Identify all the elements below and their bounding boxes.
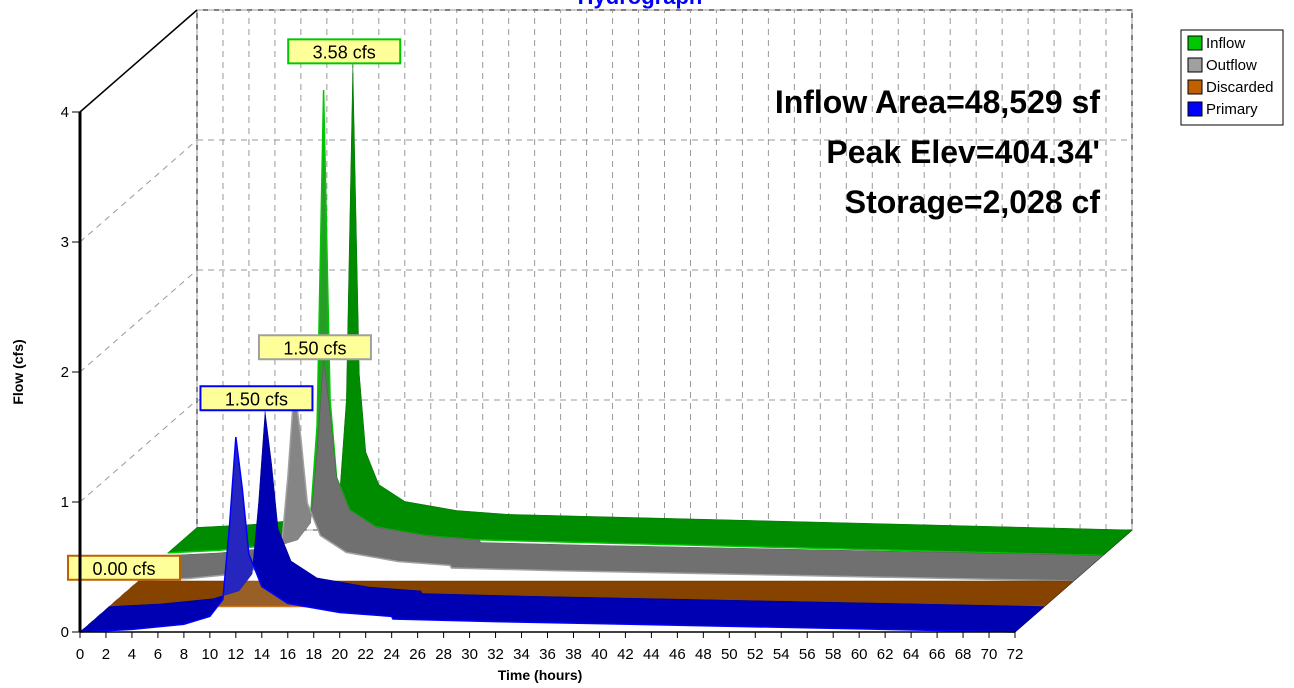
x-tick-label: 36: [539, 646, 556, 663]
x-tick-label: 42: [617, 646, 634, 663]
peak-label: 1.50 cfs: [225, 389, 288, 409]
x-tick-label: 22: [357, 646, 374, 663]
x-tick-label: 18: [305, 646, 322, 663]
y-tick-label: 2: [61, 364, 69, 381]
chart-title: Hydrograph: [578, 0, 703, 9]
x-tick-label: 24: [383, 646, 400, 663]
x-tick-label: 10: [202, 646, 219, 663]
x-tick-label: 46: [669, 646, 686, 663]
legend-label: Discarded: [1206, 79, 1274, 96]
x-tick-label: 68: [955, 646, 972, 663]
legend-swatch: [1187, 101, 1203, 117]
x-tick-label: 20: [331, 646, 348, 663]
x-tick-label: 70: [981, 646, 998, 663]
x-tick-label: 16: [279, 646, 296, 663]
x-tick-label: 26: [409, 646, 426, 663]
peak-label: 0.00 cfs: [92, 559, 155, 579]
x-tick-label: 14: [253, 646, 270, 663]
peak-label-box: [287, 38, 402, 65]
annotation: Storage=2,028 cf: [845, 184, 1101, 220]
x-tick-label: 54: [773, 646, 790, 663]
x-tick-label: 44: [643, 646, 660, 663]
peak-label: 3.58 cfs: [313, 42, 376, 62]
y-tick-label: 0: [61, 624, 69, 641]
peak-label: 1.50 cfs: [283, 338, 346, 358]
x-tick-label: 48: [695, 646, 712, 663]
series-line: [79, 436, 1016, 633]
x-axis-label: Time (hours): [498, 667, 583, 683]
x-tick-label: 40: [591, 646, 608, 663]
grid-line: [79, 139, 198, 243]
y-tick-label: 4: [61, 104, 69, 121]
x-tick-label: 32: [487, 646, 504, 663]
y-axis-label: Flow (cfs): [10, 339, 26, 404]
x-tick-label: 58: [825, 646, 842, 663]
legend-label: Outflow: [1206, 57, 1257, 74]
annotation: Peak Elev=404.34': [826, 134, 1100, 170]
x-tick-label: 66: [929, 646, 946, 663]
x-tick-label: 50: [721, 646, 738, 663]
x-tick-label: 52: [747, 646, 764, 663]
x-tick-label: 38: [565, 646, 582, 663]
x-tick-label: 4: [128, 646, 136, 663]
y-tick-label: 1: [61, 494, 69, 511]
legend-label: Inflow: [1206, 35, 1245, 52]
x-tick-label: 72: [1007, 646, 1024, 663]
grid-line: [79, 269, 198, 373]
x-tick-label: 28: [435, 646, 452, 663]
x-tick-label: 56: [799, 646, 816, 663]
y-tick-label: 3: [61, 234, 69, 251]
peak-label-box: [199, 385, 314, 412]
x-tick-label: 30: [461, 646, 478, 663]
x-tick-label: 34: [513, 646, 530, 663]
x-tick-label: 0: [76, 646, 84, 663]
grid-line: [79, 399, 198, 503]
peak-label-box: [257, 334, 372, 361]
legend-label: Primary: [1206, 101, 1258, 118]
legend-swatch: [1187, 35, 1203, 51]
x-tick-label: 62: [877, 646, 894, 663]
x-tick-label: 2: [102, 646, 110, 663]
annotation: Inflow Area=48,529 sf: [775, 84, 1101, 120]
x-tick-label: 60: [851, 646, 868, 663]
peak-label-box: [67, 554, 181, 581]
x-tick-label: 6: [154, 646, 162, 663]
frame: [79, 9, 198, 113]
legend-swatch: [1187, 57, 1203, 73]
x-tick-label: 8: [180, 646, 188, 663]
x-tick-label: 12: [227, 646, 244, 663]
legend-swatch: [1187, 79, 1203, 95]
x-tick-label: 64: [903, 646, 920, 663]
